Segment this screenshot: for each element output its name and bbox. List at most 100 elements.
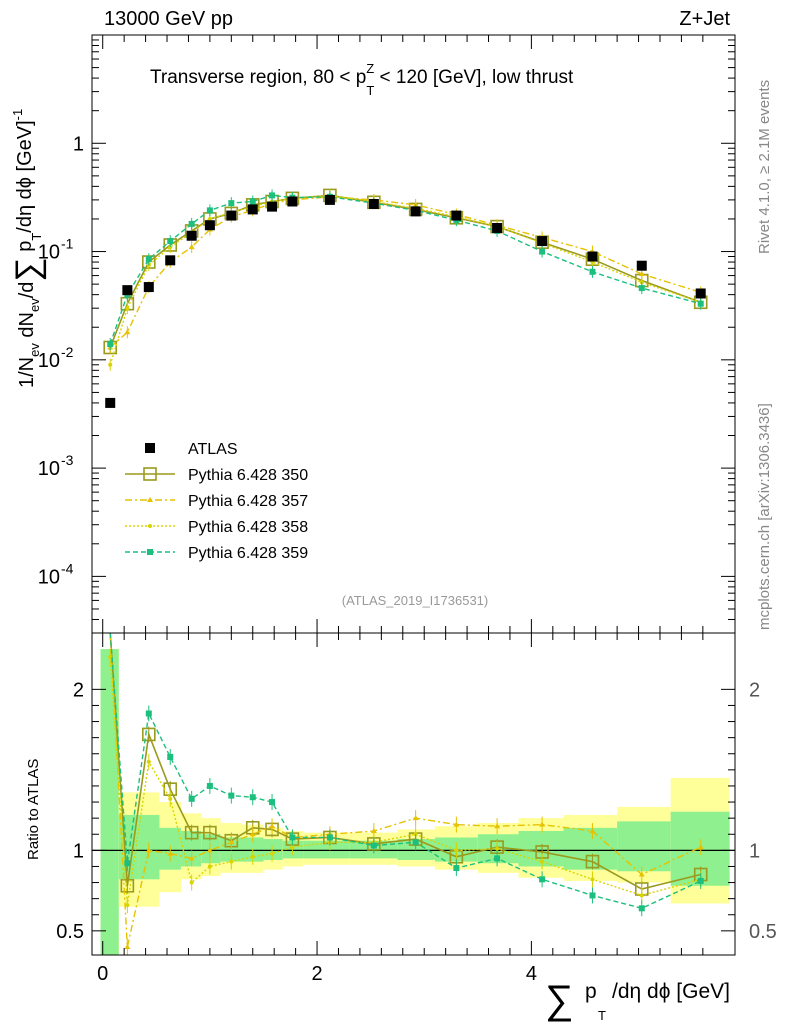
- svg-text:T: T: [598, 1008, 606, 1023]
- xtick-label-0: 0: [97, 963, 108, 985]
- ratio-point-3-7: [249, 794, 256, 801]
- main-point-3-0: [107, 341, 114, 348]
- main-ytick-label-1: 10: [38, 458, 60, 480]
- band-green-17: [617, 821, 671, 872]
- main-frame: [91, 34, 736, 634]
- main-point-3-3: [167, 238, 174, 245]
- atlas-point-17: [636, 260, 647, 271]
- ratio-point-3-3: [167, 753, 174, 760]
- legend-marker-4: [147, 549, 153, 555]
- ratio-point-0-5: [203, 825, 217, 840]
- ratio-y-axis-label: Ratio to ATLAS: [25, 759, 42, 860]
- ratio-point-3-18: [697, 877, 704, 884]
- main-point-2-3: [168, 245, 173, 250]
- ratio-ytick-label-right-2: 2: [749, 679, 760, 701]
- title-text: Transverse region, 80 < pTZ < 120 [GeV],…: [150, 61, 574, 98]
- atlas-point-5: [204, 220, 215, 231]
- ratio-point-1-2: [145, 847, 152, 853]
- band-green-5: [201, 834, 221, 864]
- atlas-point-13: [451, 210, 462, 221]
- legend-marker-1: [143, 467, 157, 481]
- main-ytick-label-2: 10: [38, 350, 60, 372]
- atlas-point-18: [695, 288, 706, 299]
- ratio-point-2-4: [189, 880, 194, 885]
- main-ytick-exp-3: -1: [61, 236, 74, 252]
- ratio-series: [108, 632, 708, 955]
- atlas-point-14: [492, 223, 503, 234]
- main-point-3-6: [228, 200, 235, 207]
- main-ytick-label-4: 1: [73, 133, 84, 155]
- ratio-point-0-1: [120, 878, 135, 893]
- main-point-3-15: [539, 248, 546, 255]
- main-point-2-5: [207, 216, 212, 221]
- ratio-point-3-9: [289, 834, 296, 841]
- ratio-point-3-13: [453, 865, 460, 872]
- ratio-point-2-17: [639, 893, 644, 898]
- svg-text:/dη dϕ [GeV]: /dη dϕ [GeV]: [612, 980, 730, 1003]
- ratio-point-1-17: [638, 871, 645, 877]
- ratio-point-2-6: [229, 859, 234, 864]
- main-point-2-1: [125, 306, 130, 311]
- band-green-8: [263, 839, 283, 861]
- ratio-point-3-6: [228, 792, 235, 799]
- atlas-point-1: [122, 285, 133, 296]
- main-ytick-label-0: 10: [38, 566, 60, 588]
- main-line-2: [109, 194, 701, 365]
- ratio-point-1-6: [228, 839, 235, 845]
- ratio-point-3-1: [124, 860, 131, 867]
- main-point-3-7: [249, 198, 256, 205]
- atlas-point-11: [368, 198, 379, 209]
- main-ytick-exp-2: -2: [61, 344, 74, 360]
- ratio-point-2-13: [454, 848, 459, 853]
- ratio-uncertainty-bands: [92, 649, 735, 955]
- legend-marker-2: [147, 497, 153, 502]
- ratio-line-1: [109, 632, 702, 948]
- atlas-point-4: [186, 230, 197, 241]
- atlas-point-12: [410, 206, 421, 217]
- ratio-ytick-label-2: 2: [73, 679, 84, 701]
- header-right: Z+Jet: [679, 8, 730, 30]
- xtick-label-2: 4: [526, 963, 537, 985]
- main-point-1-17: [638, 271, 645, 277]
- main-title: Transverse region, 80 < pTZ < 120 [GeV],…: [150, 61, 574, 98]
- ratio-point-3-12: [412, 839, 419, 846]
- ratio-point-1-11: [370, 828, 377, 834]
- band-green-0: [100, 649, 119, 955]
- atlas-point-3: [165, 255, 176, 266]
- ratio-point-2-0: [108, 655, 113, 660]
- ratio-ytick-label-right-1: 1: [749, 840, 760, 862]
- main-ytick-label-3: 10: [38, 242, 60, 264]
- ratio-point-2-15: [540, 859, 545, 864]
- ratio-point-2-1: [125, 903, 130, 908]
- atlas-point-7: [247, 204, 258, 215]
- svg-text:p: p: [585, 980, 597, 1003]
- rivet-label: Rivet 4.1.0, ≥ 2.1M events: [756, 80, 773, 254]
- atlas-point-9: [287, 196, 298, 207]
- ratio-point-1-7: [249, 831, 256, 837]
- ratio-point-3-2: [145, 710, 152, 717]
- ratio-point-2-9: [290, 845, 295, 850]
- main-point-3-4: [188, 220, 195, 227]
- ratio-point-3-16: [589, 892, 596, 899]
- ratio-point-3-4: [188, 795, 195, 802]
- legend-label-4: Pythia 6.428 359: [188, 545, 308, 562]
- ratio-point-1-1: [124, 943, 131, 949]
- legend-label-2: Pythia 6.428 357: [188, 493, 308, 510]
- ratio-point-1-3: [167, 850, 174, 856]
- ratio-point-3-15: [539, 876, 546, 883]
- ratio-point-1-16: [589, 828, 596, 834]
- mcplots-label: mcplots.cern.ch [arXiv:1306.3436]: [756, 403, 773, 630]
- atlas-point-2: [143, 282, 154, 293]
- main-point-3-2: [145, 256, 152, 263]
- ratio-point-2-2: [146, 759, 151, 764]
- main-line-3: [109, 194, 701, 345]
- main-point-1-1: [124, 329, 131, 335]
- band-green-10: [303, 840, 350, 859]
- ratio-point-1-18: [697, 844, 704, 850]
- ratio-ytick-label-1: 1: [73, 840, 84, 862]
- ratio-point-1-12: [412, 815, 419, 821]
- ratio-point-1-13: [453, 821, 460, 827]
- band-green-16: [563, 827, 618, 870]
- ratio-point-2-12: [413, 832, 418, 837]
- ratio-point-3-11: [370, 842, 377, 849]
